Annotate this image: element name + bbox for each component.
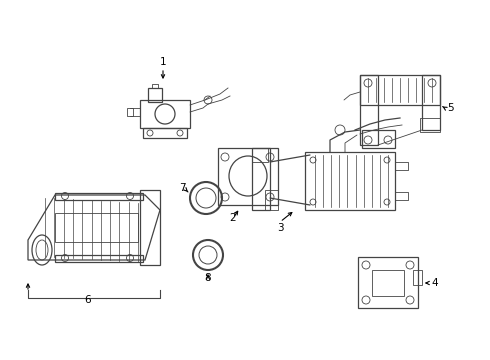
Text: 2: 2 [230,213,236,223]
Text: 7: 7 [179,183,185,193]
Text: 8: 8 [205,273,211,283]
Text: 4: 4 [432,278,439,288]
Text: 5: 5 [447,103,453,113]
Text: 3: 3 [277,223,283,233]
Text: 6: 6 [85,295,91,305]
Text: 1: 1 [160,57,166,67]
